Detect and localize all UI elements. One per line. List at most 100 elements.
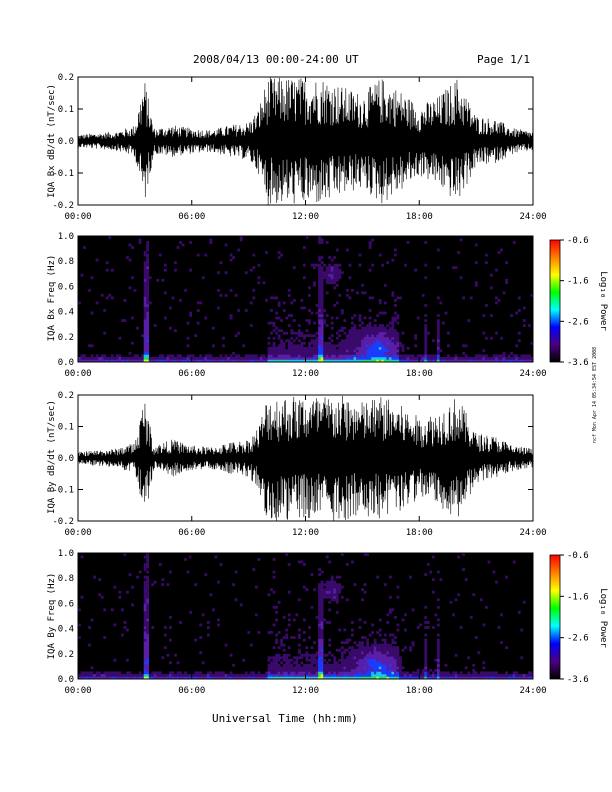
spectrogram-cell xyxy=(224,293,228,297)
spectrogram-cell xyxy=(267,668,271,672)
spectrogram-cell xyxy=(330,271,334,275)
spectrogram-cell xyxy=(396,346,400,350)
spectrogram-cell xyxy=(366,676,369,680)
spectrogram-cell xyxy=(333,668,337,672)
spectrogram-cell xyxy=(290,329,294,333)
spectrogram-cell xyxy=(105,356,109,360)
spectrogram-cell xyxy=(201,359,205,363)
spectrogram-cell xyxy=(459,276,463,280)
spectrogram-cell xyxy=(318,331,321,335)
spectrogram-cell xyxy=(267,666,271,670)
spectrogram-cell xyxy=(287,623,291,627)
spectrogram-cell xyxy=(126,658,129,662)
spectrogram-cell xyxy=(315,336,319,340)
spectrogram-cell xyxy=(490,336,493,340)
spectrogram-cell xyxy=(366,648,369,652)
spectrogram-cell xyxy=(383,666,387,670)
spectrogram-cell xyxy=(335,316,339,320)
spectrogram-cell xyxy=(383,671,387,675)
spectrogram-cell xyxy=(300,346,304,350)
spectrogram-cell xyxy=(143,329,147,333)
spectrogram-cell xyxy=(368,339,372,343)
spectrogram-cell xyxy=(343,319,347,322)
spectrogram-cell xyxy=(368,648,372,652)
spectrogram-cell xyxy=(477,651,481,655)
spectrogram-cell xyxy=(358,334,362,338)
spectrogram-cell xyxy=(143,666,147,670)
spectrogram-cell xyxy=(313,321,316,325)
spectrogram-cell xyxy=(300,656,304,660)
spectrogram-cell xyxy=(388,326,392,330)
spectrogram-cell xyxy=(368,334,372,338)
spectrogram-cell xyxy=(257,276,261,280)
spectrogram-cell xyxy=(148,676,152,680)
spectrogram-cell xyxy=(376,676,380,680)
spectrogram-cell xyxy=(267,349,271,353)
spectrogram-cell xyxy=(123,299,127,302)
spectrogram-cell xyxy=(297,656,301,660)
spectrogram-cell xyxy=(229,354,233,358)
spectrogram-cell xyxy=(318,341,321,345)
spectrogram-cell xyxy=(83,354,86,358)
spectrogram-cell xyxy=(146,626,150,629)
spectrogram-cell xyxy=(315,359,319,363)
spectrogram-cell xyxy=(330,356,334,360)
spectrogram-cell xyxy=(429,359,433,363)
spectrogram-cell xyxy=(146,256,150,259)
spectrogram-cell xyxy=(131,246,134,249)
spectrogram-cell xyxy=(424,653,428,657)
y-tick-label: -0.2 xyxy=(52,201,74,211)
spectrogram-cell xyxy=(386,331,390,335)
spectrogram-cell xyxy=(308,663,311,667)
spectrogram-cell xyxy=(287,676,291,680)
spectrogram-cell xyxy=(368,296,372,300)
spectrogram-cell xyxy=(280,253,284,257)
spectrogram-cell xyxy=(351,356,354,360)
spectrogram-cell xyxy=(244,359,248,363)
spectrogram-cell xyxy=(254,613,258,617)
spectrogram-cell xyxy=(277,666,281,670)
spectrogram-cell xyxy=(373,319,377,322)
spectrogram-cell xyxy=(143,648,147,652)
spectrogram-cell xyxy=(320,356,324,360)
spectrogram-cell xyxy=(308,653,311,657)
spectrogram-cell xyxy=(272,344,276,348)
spectrogram-cell xyxy=(340,663,344,667)
spectrogram-cell xyxy=(143,668,147,672)
spectrogram-cell xyxy=(320,633,324,637)
spectrogram-cell xyxy=(194,334,198,338)
spectrogram-cell xyxy=(340,326,344,330)
spectrogram-cell xyxy=(146,309,150,312)
spectrogram-cell xyxy=(260,359,263,363)
spectrogram-cell xyxy=(194,583,198,587)
x-tick-label: 12:00 xyxy=(292,686,319,696)
spectrogram-cell xyxy=(522,306,526,310)
spectrogram-cell xyxy=(146,291,150,295)
spectrogram-cell xyxy=(373,326,377,330)
spectrogram-cell xyxy=(495,356,498,360)
spectrogram-cell xyxy=(310,354,314,358)
spectrogram-cell xyxy=(492,354,496,358)
spectrogram-cell xyxy=(366,351,369,355)
spectrogram-cell xyxy=(436,673,440,677)
spectrogram-cell xyxy=(323,595,327,599)
spectrogram-cell xyxy=(141,359,145,363)
spectrogram-cell xyxy=(292,666,296,670)
spectrogram-cell xyxy=(452,671,455,675)
spectrogram-cell xyxy=(361,648,364,652)
spectrogram-cell xyxy=(320,605,324,609)
spectrogram-cell xyxy=(343,658,347,662)
spectrogram-cell xyxy=(237,673,241,677)
spectrogram-cell xyxy=(363,341,367,345)
spectrogram-cell xyxy=(406,671,410,675)
spectrogram-cell xyxy=(146,616,150,619)
spectrogram-cell xyxy=(98,671,102,675)
spectrogram-cell xyxy=(199,356,203,360)
spectrogram-cell xyxy=(495,673,498,677)
spectrogram-cell xyxy=(113,671,117,675)
spectrogram-cell xyxy=(328,349,332,353)
spectrogram-cell xyxy=(285,349,289,353)
spectrogram-cell xyxy=(305,329,309,333)
spectrogram-cell xyxy=(348,341,352,345)
spectrogram-cell xyxy=(424,673,428,677)
